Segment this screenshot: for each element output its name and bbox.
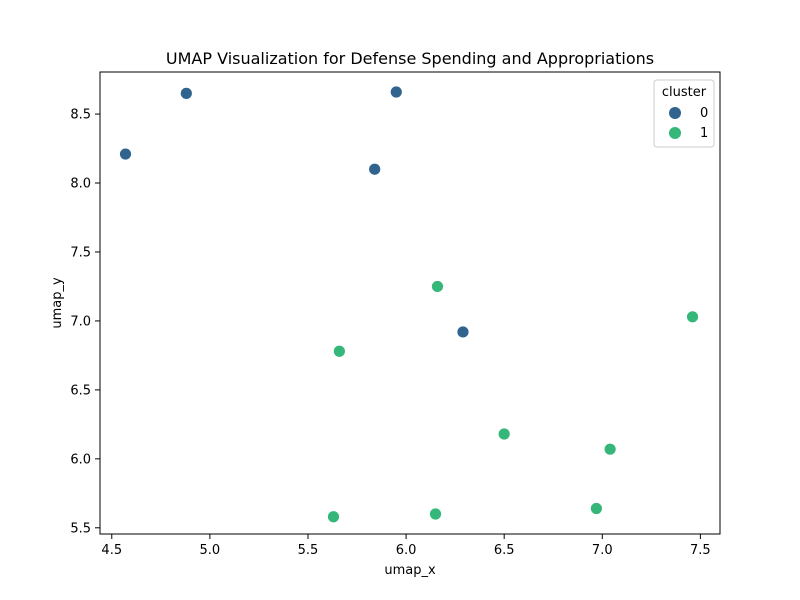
legend-label-cluster-1: 1	[700, 126, 708, 141]
legend-marker-cluster-1	[669, 127, 681, 139]
axes-ticks: 4.5 5.0 5.5 6.0 6.5 7.0 7.5 5.5 6.0 6.5 7.0 7.5 8.0 8…	[70, 108, 710, 558]
legend-title: cluster	[662, 85, 707, 100]
data-point-cluster-0	[368, 162, 382, 176]
x-tick-label: 6.5	[494, 543, 515, 558]
y-tick-label: 6.5	[70, 383, 91, 398]
data-point-cluster-1	[497, 427, 511, 441]
x-tick-label: 5.0	[200, 543, 221, 558]
data-point-cluster-1	[327, 510, 340, 524]
data-point-cluster-1	[589, 502, 603, 515]
y-tick-label: 8.5	[70, 108, 91, 123]
y-tick-label: 7.5	[70, 245, 91, 260]
y-axis-label: umap_y	[50, 277, 65, 329]
data-point-cluster-1	[686, 310, 699, 324]
x-tick-label: 6.0	[396, 543, 417, 558]
legend-box	[653, 79, 715, 148]
y-tick-label: 8.0	[70, 177, 91, 192]
data-point-cluster-1	[431, 280, 444, 293]
data-point-cluster-0	[119, 147, 132, 161]
x-tick-label: 5.5	[298, 543, 319, 558]
data-point-cluster-0	[389, 85, 403, 99]
chart-title: UMAP Visualization for Defense Spending …	[166, 49, 654, 68]
y-tick-label: 6.0	[70, 452, 91, 467]
y-tick-label: 5.5	[70, 521, 91, 536]
x-tick-label: 4.5	[101, 543, 122, 558]
legend: cluster 0 1	[653, 79, 715, 148]
data-points	[119, 85, 699, 524]
data-point-cluster-0	[456, 325, 470, 339]
data-point-cluster-1	[603, 442, 617, 456]
data-point-cluster-1	[332, 344, 346, 358]
x-tick-label: 7.5	[690, 543, 711, 558]
data-point-cluster-1	[429, 507, 442, 521]
plot-frame	[99, 71, 721, 535]
data-point-cluster-0	[179, 86, 193, 100]
y-tick-label: 7.0	[70, 314, 91, 329]
legend-marker-cluster-0	[669, 107, 681, 119]
x-tick-label: 7.0	[592, 543, 613, 558]
legend-label-cluster-0: 0	[700, 106, 708, 121]
x-axis-label: umap_x	[384, 563, 436, 578]
